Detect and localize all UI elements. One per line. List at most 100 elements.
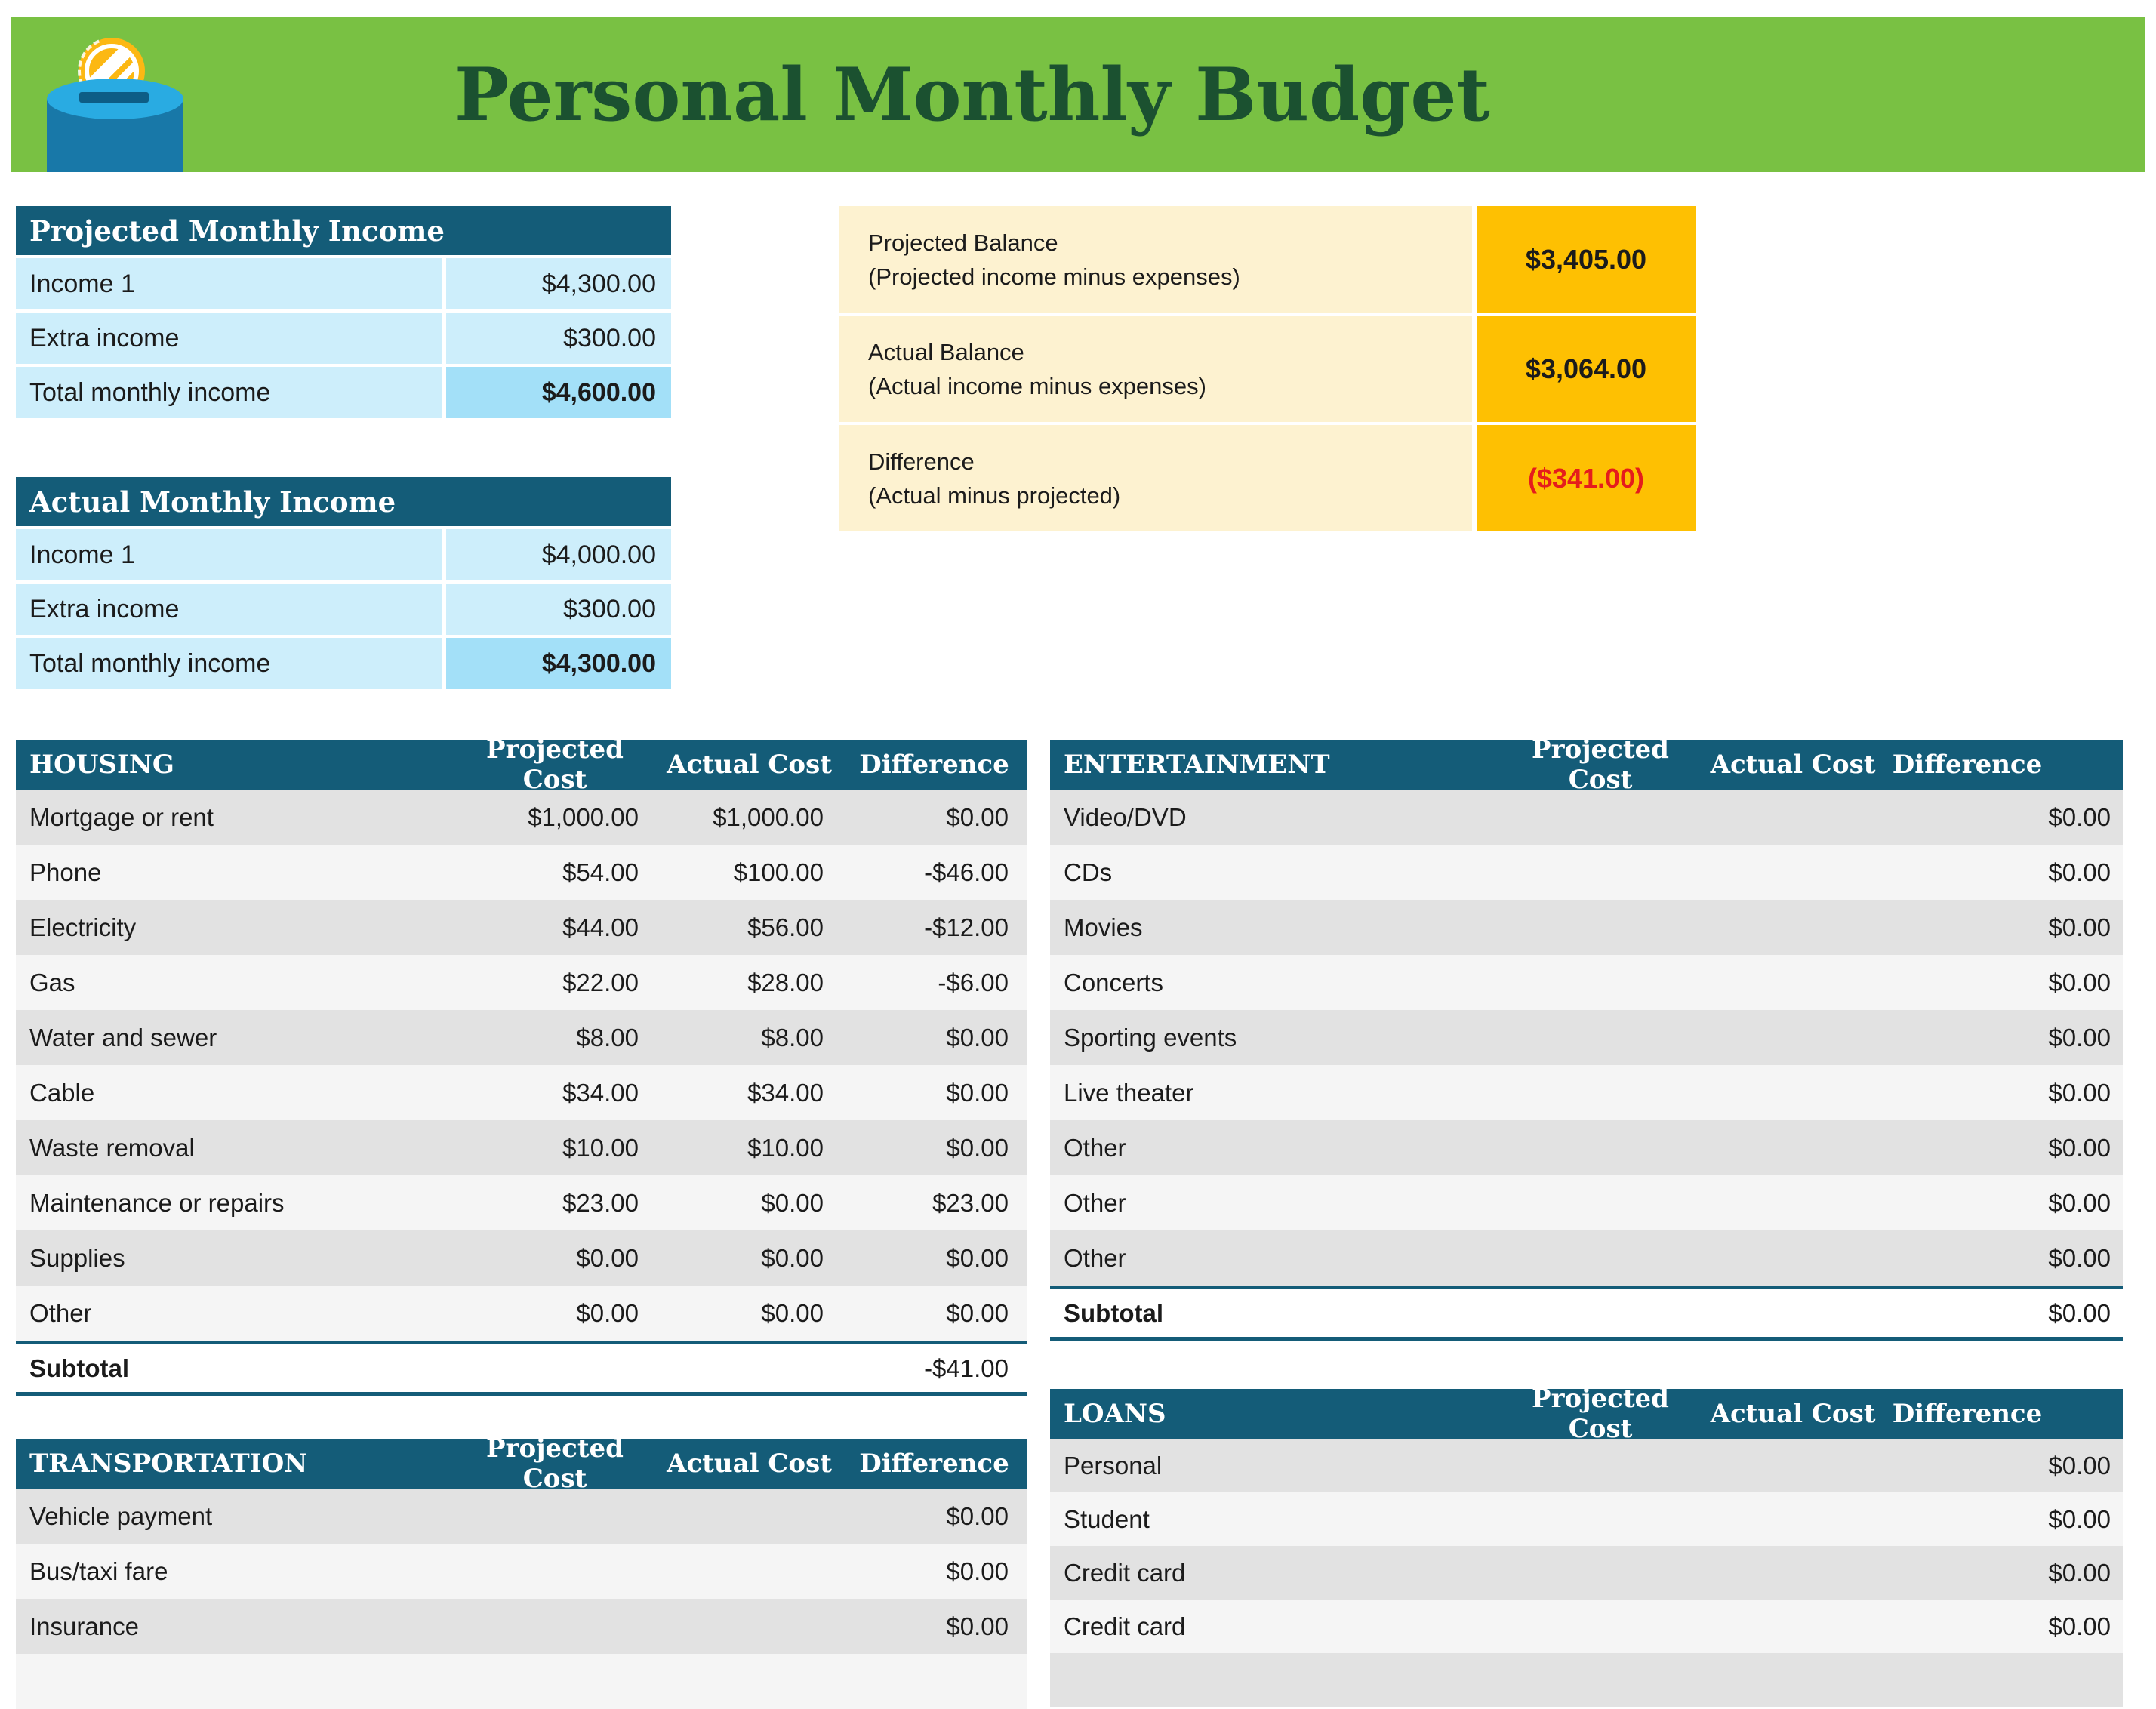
income-label-cell[interactable]: Extra income [16,584,442,635]
difference-cell[interactable]: $0.00 [2048,968,2111,996]
balance-value-cell[interactable]: ($341.00) [1477,425,1696,531]
actual-cost-cell[interactable]: $8.00 [761,1023,824,1052]
difference-cell[interactable]: $0.00 [2048,1243,2111,1272]
expense-label-cell[interactable]: Water and sewer [29,1023,217,1052]
difference-cell[interactable]: $0.00 [2048,858,2111,886]
actual-cost-cell[interactable]: $0.00 [761,1243,824,1272]
expense-label-cell[interactable]: Bus/taxi fare [29,1557,168,1585]
balance-label-cell[interactable]: Projected Balance (Projected income minu… [839,206,1472,313]
expense-label-cell[interactable]: Cable [29,1078,95,1107]
expense-label-cell[interactable]: Live theater [1064,1078,1194,1107]
difference-cell[interactable]: $0.00 [946,1501,1009,1530]
table-row: Concerts $0.00 [1050,955,2123,1010]
balance-sublabel: (Actual income minus expenses) [868,372,1206,399]
expense-label-cell[interactable]: Video/DVD [1064,802,1187,831]
expense-label-cell[interactable]: Personal [1064,1451,1163,1480]
income-label-cell[interactable]: Income 1 [16,529,442,580]
projected-cost-cell[interactable]: $1,000.00 [528,802,639,831]
actual-cost-cell[interactable]: $56.00 [747,913,824,941]
projected-cost-cell[interactable]: $34.00 [562,1078,639,1107]
expense-label-cell[interactable]: Other [1064,1188,1126,1217]
expense-label-cell[interactable]: Maintenance or repairs [29,1188,285,1217]
expense-label-cell[interactable]: Student [1064,1504,1150,1533]
expense-label-cell[interactable]: Concerts [1064,968,1164,996]
expense-label-cell[interactable]: Mortgage or rent [29,802,214,831]
difference-cell[interactable]: -$6.00 [938,968,1009,996]
actual-cost-cell[interactable]: $34.00 [747,1078,824,1107]
subtotal-difference-cell[interactable]: -$41.00 [924,1353,1009,1382]
difference-cell[interactable]: $0.00 [2048,1188,2111,1217]
difference-cell[interactable]: $0.00 [946,1078,1009,1107]
income-label-cell[interactable]: Extra income [16,313,442,364]
projected-cost-cell[interactable]: $54.00 [562,858,639,886]
expense-label-cell[interactable]: CDs [1064,858,1113,886]
balance-label-cell[interactable]: Actual Balance (Actual income minus expe… [839,316,1472,422]
difference-cell[interactable]: $0.00 [946,1243,1009,1272]
balance-value-cell[interactable]: $3,064.00 [1477,316,1696,422]
difference-cell[interactable]: $0.00 [946,1133,1009,1162]
projected-cost-cell[interactable]: $0.00 [576,1243,639,1272]
difference-cell[interactable]: $0.00 [2048,1451,2111,1480]
expense-label-cell[interactable]: Other [1064,1133,1126,1162]
difference-cell[interactable]: $0.00 [2048,1612,2111,1640]
expense-label-cell[interactable]: Other [29,1298,92,1327]
projected-cost-cell[interactable]: $44.00 [562,913,639,941]
difference-cell[interactable]: $0.00 [946,1023,1009,1052]
actual-cost-cell[interactable]: $100.00 [733,858,824,886]
actual-cost-cell[interactable]: $10.00 [747,1133,824,1162]
actual-cost-cell[interactable]: $0.00 [761,1298,824,1327]
projected-income-table: Projected Monthly Income Income 1 $4,300… [16,206,671,418]
difference-cell[interactable]: $0.00 [2048,913,2111,941]
projected-cost-cell[interactable]: $10.00 [562,1133,639,1162]
subtotal-label: Subtotal [1064,1298,1163,1327]
actual-income-table: Actual Monthly Income Income 1 $4,000.00… [16,477,671,689]
income-label-cell[interactable]: Total monthly income [16,367,442,418]
income-total-value-cell[interactable]: $4,600.00 [446,367,671,418]
difference-cell[interactable]: $0.00 [2048,1133,2111,1162]
expense-label-cell[interactable]: Phone [29,858,102,886]
income-value-cell[interactable]: $4,300.00 [446,258,671,309]
expense-label-cell[interactable]: Gas [29,968,75,996]
income-label-cell[interactable]: Income 1 [16,258,442,309]
table-row: Phone $54.00 $100.00 -$46.00 [16,845,1027,900]
difference-cell[interactable]: $0.00 [946,802,1009,831]
expense-label-cell[interactable]: Credit card [1064,1558,1186,1587]
expense-label-cell[interactable]: Movies [1064,913,1143,941]
projected-cost-cell[interactable]: $0.00 [576,1298,639,1327]
expense-label-cell[interactable]: Supplies [29,1243,125,1272]
income-value-cell[interactable]: $300.00 [446,584,671,635]
difference-cell[interactable]: $0.00 [2048,802,2111,831]
income-label-cell[interactable]: Total monthly income [16,638,442,689]
expense-label-cell[interactable]: Insurance [29,1612,139,1640]
projected-cost-cell[interactable]: $8.00 [576,1023,639,1052]
expense-label-cell[interactable]: Other [1064,1243,1126,1272]
expense-label-cell[interactable]: Electricity [29,913,137,941]
projected-cost-cell[interactable]: $23.00 [562,1188,639,1217]
difference-cell[interactable]: $0.00 [2048,1504,2111,1533]
income-value-cell[interactable]: $300.00 [446,313,671,364]
difference-cell[interactable]: $23.00 [932,1188,1009,1217]
actual-cost-cell[interactable]: $28.00 [747,968,824,996]
projected-cost-cell[interactable]: $22.00 [562,968,639,996]
balance-label-cell[interactable]: Difference (Actual minus projected) [839,425,1472,531]
table-row-partial[interactable] [16,1654,1027,1709]
difference-cell[interactable]: -$46.00 [924,858,1009,886]
actual-cost-cell[interactable]: $1,000.00 [713,802,824,831]
difference-cell[interactable]: $0.00 [946,1298,1009,1327]
difference-cell[interactable]: $0.00 [946,1557,1009,1585]
difference-cell[interactable]: -$12.00 [924,913,1009,941]
subtotal-difference-cell[interactable]: $0.00 [2048,1298,2111,1327]
expense-label-cell[interactable]: Waste removal [29,1133,195,1162]
difference-cell[interactable]: $0.00 [2048,1023,2111,1052]
difference-cell[interactable]: $0.00 [2048,1078,2111,1107]
table-row-partial[interactable] [1050,1653,2123,1707]
balance-value-cell[interactable]: $3,405.00 [1477,206,1696,313]
expense-label-cell[interactable]: Vehicle payment [29,1501,213,1530]
expense-label-cell[interactable]: Sporting events [1064,1023,1237,1052]
expense-label-cell[interactable]: Credit card [1064,1612,1186,1640]
difference-cell[interactable]: $0.00 [2048,1558,2111,1587]
difference-cell[interactable]: $0.00 [946,1612,1009,1640]
actual-cost-cell[interactable]: $0.00 [761,1188,824,1217]
income-value-cell[interactable]: $4,000.00 [446,529,671,580]
income-total-value-cell[interactable]: $4,300.00 [446,638,671,689]
